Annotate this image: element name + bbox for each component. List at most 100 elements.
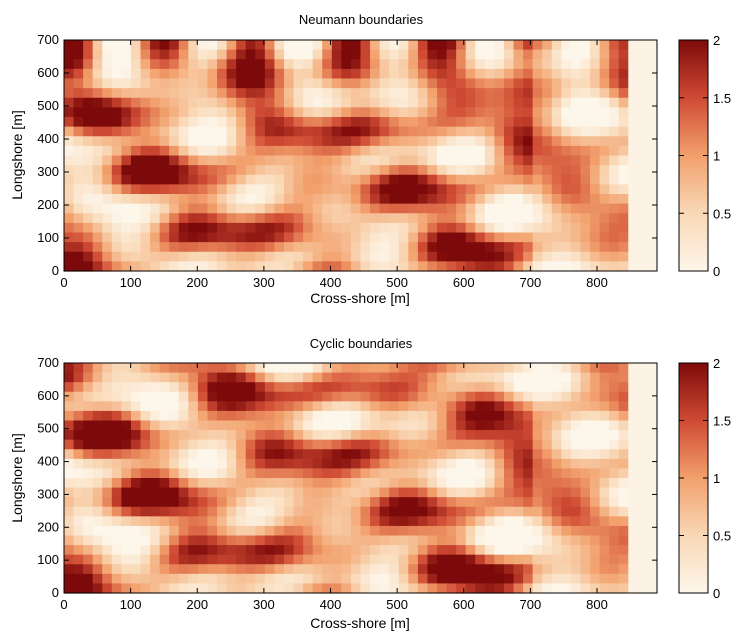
heatmap-cell (226, 184, 237, 195)
heatmap-cell (102, 525, 113, 537)
heatmap-cell (283, 506, 295, 517)
heatmap-cell (599, 155, 610, 166)
heatmap-cell (83, 487, 94, 498)
x-tick-label: 800 (586, 597, 608, 612)
heatmap-cell (609, 420, 620, 431)
heatmap-cell (226, 449, 237, 460)
heatmap-cell (197, 401, 209, 412)
heatmap-cell (484, 497, 495, 508)
heatmap-cell (197, 242, 209, 253)
heatmap-cell (437, 363, 448, 374)
heatmap-cell (188, 478, 199, 489)
heatmap-cell (207, 583, 218, 594)
heatmap-cell (169, 126, 180, 137)
heatmap-cell (331, 430, 342, 441)
heatmap-cell (102, 184, 113, 195)
heatmap-cell (73, 564, 84, 575)
heatmap-cell (446, 487, 457, 498)
heatmap-cell (484, 439, 495, 450)
heatmap-cell (140, 535, 151, 546)
heatmap-cell (398, 203, 409, 214)
heatmap-cell (245, 40, 256, 51)
heatmap-cell (417, 382, 429, 393)
heatmap-cell (427, 391, 438, 402)
heatmap-cell (628, 251, 639, 262)
heatmap-cell (599, 497, 610, 508)
heatmap-cell (408, 554, 419, 565)
heatmap-cell (217, 468, 228, 479)
heatmap-cell (73, 410, 84, 422)
heatmap-cell (331, 165, 342, 176)
heatmap-cell (437, 478, 448, 489)
heatmap-cell (618, 430, 629, 441)
heatmap-cell (503, 516, 515, 527)
heatmap-cell (130, 222, 142, 234)
heatmap-cell (456, 251, 467, 262)
heatmap-cell (446, 525, 457, 537)
heatmap-cell (83, 478, 94, 489)
heatmap-cell (64, 372, 75, 383)
heatmap-cell (64, 165, 75, 176)
heatmap-cell (140, 439, 151, 450)
heatmap-cell (370, 49, 381, 60)
heatmap-cell (245, 165, 256, 176)
heatmap-cell (226, 506, 237, 517)
heatmap-cell (408, 564, 419, 575)
heatmap-cell (532, 145, 543, 157)
heatmap-cell (331, 251, 342, 262)
heatmap-cell (446, 401, 457, 412)
heatmap-cell (341, 251, 352, 262)
heatmap-cell (637, 251, 649, 262)
heatmap-cell (561, 174, 572, 185)
heatmap-cell (475, 251, 486, 262)
heatmap-cell (303, 40, 314, 51)
heatmap-cell (264, 184, 276, 195)
heatmap-cell (264, 487, 276, 498)
heatmap-cell (370, 372, 381, 383)
heatmap-cell (542, 136, 553, 147)
heatmap-cell (523, 497, 534, 508)
heatmap-cell (236, 59, 247, 70)
heatmap-cell (274, 363, 285, 374)
heatmap-cell (140, 68, 151, 80)
colorbar-tick-label: 0.5 (713, 529, 731, 544)
heatmap-cell (446, 468, 457, 479)
heatmap-cell (322, 506, 333, 517)
heatmap-cell (73, 174, 84, 185)
heatmap-cell (264, 506, 276, 517)
heatmap-cell (475, 430, 486, 441)
heatmap-cell (274, 430, 285, 441)
heatmap-cell (293, 203, 304, 214)
heatmap-cell (178, 117, 189, 128)
y-tick-label: 700 (37, 355, 59, 370)
heatmap-cell (389, 363, 400, 374)
heatmap-cell (465, 497, 476, 508)
heatmap-cell (417, 194, 429, 205)
heatmap-cell (551, 525, 562, 537)
heatmap-cell (618, 165, 629, 176)
heatmap-cell (236, 213, 247, 224)
heatmap-cell (169, 458, 180, 470)
heatmap-cell (542, 107, 553, 118)
heatmap-cell (207, 545, 218, 556)
heatmap-cell (599, 583, 610, 594)
heatmap-cell (456, 430, 467, 441)
y-tick-label: 400 (37, 131, 59, 146)
heatmap-cell (293, 363, 304, 374)
heatmap-cell (446, 506, 457, 517)
heatmap-cell (580, 155, 591, 166)
heatmap-cell (130, 497, 142, 508)
heatmap-cell (408, 439, 419, 450)
heatmap-cell (274, 535, 285, 546)
heatmap-cell (465, 232, 476, 243)
heatmap-cell (580, 506, 591, 517)
heatmap-cell (121, 468, 132, 479)
heatmap-cell (417, 468, 429, 479)
heatmap-cell (102, 535, 113, 546)
heatmap-cell (417, 439, 429, 450)
heatmap-cell (73, 222, 84, 234)
heatmap-cell (456, 420, 467, 431)
heatmap-cell (542, 232, 553, 243)
heatmap-cell (283, 174, 295, 185)
heatmap-cell (542, 535, 553, 546)
